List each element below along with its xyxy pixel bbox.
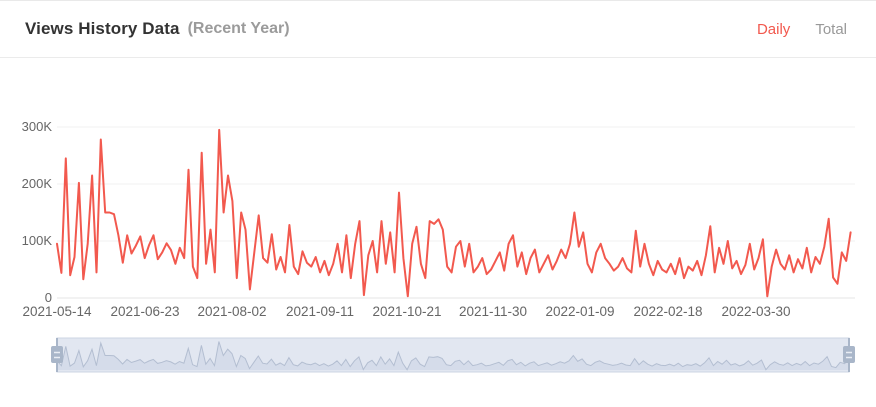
datazoom-preview-line (56, 341, 850, 371)
card-header: Views History Data (Recent Year) Daily T… (0, 1, 876, 58)
x-axis-label-1: 2021-06-23 (110, 304, 180, 319)
x-axis-label-2: 2021-08-02 (197, 304, 267, 319)
datazoom-slider[interactable] (51, 337, 855, 373)
page-title: Views History Data (25, 19, 180, 38)
y-axis-label-0: 0 (44, 290, 52, 305)
x-axis-label-6: 2022-01-09 (545, 304, 615, 319)
page-subtitle: (Recent Year) (187, 20, 290, 37)
daily-views-line[interactable] (56, 128, 852, 298)
y-axis-label-300k: 300K (21, 119, 52, 134)
datazoom-right-handle[interactable] (843, 346, 855, 363)
y-axis-label-200k: 200K (21, 176, 52, 191)
x-axis-label-5: 2021-11-30 (458, 304, 528, 319)
tab-total[interactable]: Total (815, 20, 847, 38)
x-axis-label-8: 2022-03-30 (721, 304, 791, 319)
period-tabs: Daily Total (757, 22, 847, 37)
x-axis-label-3: 2021-09-11 (285, 304, 355, 319)
x-axis-label-4: 2021-10-21 (372, 304, 442, 319)
tab-daily[interactable]: Daily (756, 20, 791, 38)
x-axis-label-0: 2021-05-14 (22, 304, 92, 319)
y-axis-label-100k: 100K (21, 233, 52, 248)
x-axis-label-7: 2022-02-18 (633, 304, 703, 319)
datazoom-left-handle[interactable] (51, 346, 63, 363)
datazoom-preview-area (57, 341, 849, 370)
